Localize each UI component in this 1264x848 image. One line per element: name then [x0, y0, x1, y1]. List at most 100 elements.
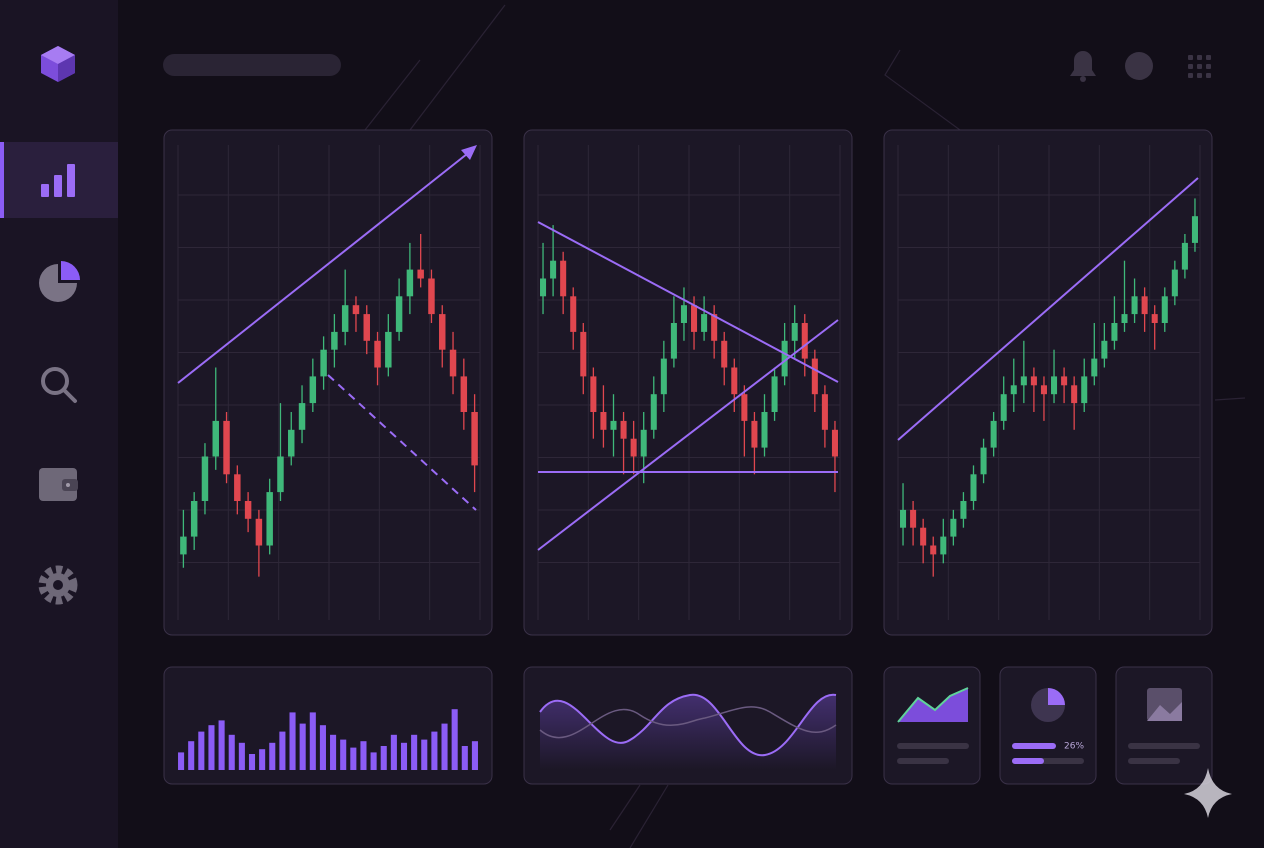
volume-bar [248, 754, 256, 770]
volume-bar [188, 741, 195, 770]
image-card [1115, 666, 1213, 785]
nav-wallet[interactable] [39, 468, 78, 501]
avatar[interactable] [1125, 52, 1153, 80]
trend-line [327, 374, 477, 511]
candle-body [1121, 314, 1128, 323]
volume-bar [380, 746, 387, 770]
candle-body [701, 314, 708, 332]
volume-bar [471, 741, 478, 770]
area-icon-line [897, 687, 969, 723]
chart-panels [163, 129, 1213, 636]
volume-bar [411, 734, 418, 770]
volume-bar [370, 752, 377, 770]
candle-body [320, 349, 327, 377]
notification-icon[interactable] [1070, 51, 1096, 82]
candle-body [580, 331, 587, 377]
candle-body [234, 474, 241, 501]
candle-body [1020, 376, 1027, 386]
volume-bar [178, 752, 185, 770]
candle-body [223, 420, 230, 475]
volume-bar [461, 746, 468, 770]
apps-dot [1206, 55, 1211, 60]
candle-body [309, 376, 317, 404]
candle-body [590, 376, 597, 412]
candle-body [244, 501, 252, 519]
placeholder [1128, 758, 1180, 764]
volume-bar [350, 747, 357, 770]
candle-body [1091, 358, 1098, 377]
candle-body [255, 518, 263, 546]
trend-line [537, 221, 839, 383]
trend-line [537, 319, 839, 551]
volume-bar [441, 723, 448, 770]
candle-body [570, 296, 577, 332]
wave-area [540, 694, 836, 770]
volume-bar [228, 734, 235, 770]
volume-bar [451, 709, 458, 770]
candle-body [363, 314, 370, 341]
nav-settings[interactable] [38, 565, 78, 605]
wave-line [539, 693, 837, 757]
candle-body [660, 358, 667, 395]
candle-body [1161, 296, 1168, 323]
candle-body [821, 394, 828, 430]
volume-bar [279, 731, 286, 770]
candle-body [731, 367, 738, 395]
candle-body [550, 260, 557, 279]
candle-body [341, 305, 349, 332]
candle-body [791, 323, 798, 341]
apps-dot [1188, 55, 1193, 60]
candle-body [781, 340, 788, 377]
candle-body [374, 340, 381, 368]
search-bar[interactable] [163, 54, 341, 76]
candle-body [540, 278, 547, 297]
candle-body [670, 323, 677, 359]
placeholder [1128, 743, 1200, 749]
candle-body [1111, 323, 1118, 341]
nav-pie[interactable] [39, 261, 80, 302]
candle-body [630, 438, 637, 457]
candle-body [298, 403, 306, 430]
volume-bar [238, 742, 245, 770]
candle-body [1131, 296, 1138, 315]
candle-body [1141, 296, 1148, 315]
pie-icon-slice [1048, 688, 1065, 705]
candle-body [385, 331, 392, 368]
candle-body [691, 305, 698, 332]
candle-body [428, 278, 435, 315]
candle-body [180, 536, 187, 555]
candle-body [811, 358, 818, 395]
volume-bar [421, 739, 428, 770]
candle-body [266, 492, 273, 546]
apps-dot [1188, 73, 1193, 78]
candle-body [417, 269, 424, 279]
candle-body [190, 501, 198, 537]
candle-body [950, 518, 957, 537]
volume-bar [400, 742, 408, 770]
area-card [883, 666, 981, 785]
stat-card [999, 666, 1097, 785]
apps-dot [1197, 64, 1202, 69]
stat-label: 26% [1064, 742, 1084, 752]
apps-icon[interactable] [1188, 55, 1211, 78]
volume-bar [289, 712, 296, 770]
nav-search[interactable] [41, 367, 77, 403]
nav-charts[interactable] [41, 164, 75, 197]
placeholder [897, 758, 949, 764]
volume-bar [218, 720, 225, 770]
candle-body [1030, 376, 1037, 386]
candle-body [288, 429, 295, 457]
volume-bar [259, 749, 266, 770]
volume-bar [208, 725, 215, 770]
candle-body [680, 305, 687, 323]
volume-bar [198, 731, 205, 770]
candle-body [751, 420, 758, 448]
candle-body [1040, 385, 1047, 395]
candle-body [980, 447, 987, 475]
candle-body [406, 269, 414, 297]
apps-dot [1206, 64, 1211, 69]
volume-card [163, 666, 493, 785]
progress [1012, 758, 1044, 764]
candle-body [1101, 340, 1108, 359]
candle-body [610, 420, 617, 430]
